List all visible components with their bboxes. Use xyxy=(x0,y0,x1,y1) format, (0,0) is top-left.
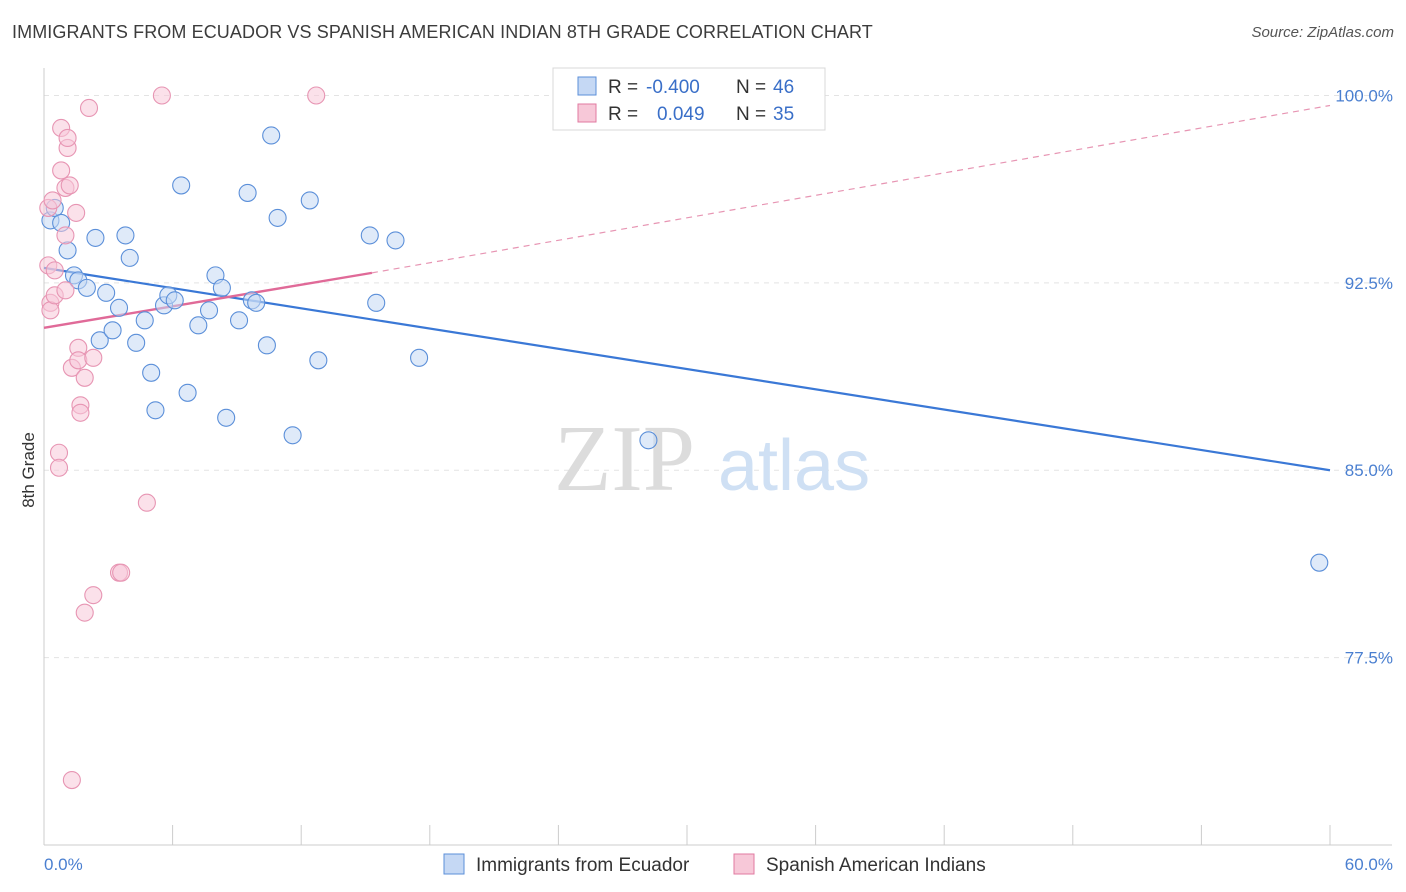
legend-n-value-1: 46 xyxy=(773,77,794,98)
y-tick-labels: 77.5% 85.0% 92.5% 100.0% xyxy=(1335,86,1393,667)
point-ecuador-15 xyxy=(135,311,154,330)
point-ecuador-12 xyxy=(116,226,135,245)
point-ecuador-17 xyxy=(146,401,165,420)
legend-r-value-2: 0.049 xyxy=(657,104,705,125)
point-spanish-american-indians-30 xyxy=(137,493,156,512)
point-spanish-american-indians-32 xyxy=(307,86,326,105)
point-ecuador-14 xyxy=(127,333,146,352)
point-spanish-american-indians-24 xyxy=(75,603,94,622)
legend-swatch-blue xyxy=(577,76,597,96)
legend-swatch-pink xyxy=(577,103,597,123)
point-ecuador-32 xyxy=(257,336,276,355)
legend-n-value-2: 35 xyxy=(773,104,794,125)
point-ecuador-31 xyxy=(247,293,266,312)
point-spanish-american-indians-8 xyxy=(49,458,69,477)
watermark-zip: ZIP xyxy=(554,407,695,511)
point-ecuador-41 xyxy=(410,348,429,367)
legend-n-label-1: N = xyxy=(736,77,766,98)
point-ecuador-24 xyxy=(199,301,219,320)
point-ecuador-9 xyxy=(97,283,116,302)
point-spanish-american-indians-4 xyxy=(43,191,62,210)
point-spanish-american-indians-22 xyxy=(71,403,90,422)
source-label: Source: ZipAtlas.com xyxy=(1251,24,1394,41)
y-axis-label: 8th Grade xyxy=(19,432,38,508)
grid-lines xyxy=(44,94,1392,659)
point-spanish-american-indians-23 xyxy=(75,368,94,387)
point-spanish-american-indians-27 xyxy=(84,586,103,605)
point-ecuador-33 xyxy=(262,126,281,145)
point-spanish-american-indians-16 xyxy=(60,176,79,195)
point-ecuador-10 xyxy=(103,321,122,340)
series-swatch-ecuador xyxy=(443,853,465,875)
y-tick-label-0: 77.5% xyxy=(1345,649,1393,668)
point-spanish-american-indians-25 xyxy=(79,98,99,118)
point-ecuador-40 xyxy=(386,231,405,250)
point-spanish-american-indians-6 xyxy=(45,261,64,280)
point-ecuador-35 xyxy=(283,426,302,445)
point-ecuador-22 xyxy=(178,383,197,402)
point-spanish-american-indians-26 xyxy=(84,348,103,367)
trend-line-spanish-american-indians xyxy=(43,271,373,330)
point-ecuador-26 xyxy=(212,278,231,297)
point-ecuador-37 xyxy=(309,351,328,370)
point-ecuador-28 xyxy=(229,311,249,330)
point-spanish-american-indians-10 xyxy=(52,161,71,180)
series-label-spanish-american-indians: Spanish American Indians xyxy=(766,855,986,876)
x-tick-label-0: 0.0% xyxy=(44,855,83,874)
series-legend: Immigrants from Ecuador Spanish American… xyxy=(443,853,986,876)
point-ecuador-8 xyxy=(90,331,109,350)
y-tick-label-2: 92.5% xyxy=(1345,274,1393,293)
point-spanish-american-indians-29 xyxy=(112,563,131,582)
point-ecuador-21 xyxy=(172,176,191,195)
point-spanish-american-indians-3 xyxy=(41,301,60,320)
chart-title: IMMIGRANTS FROM ECUADOR VS SPANISH AMERI… xyxy=(12,22,873,42)
point-ecuador-13 xyxy=(120,248,139,267)
x-tick-label-1: 60.0% xyxy=(1345,855,1393,874)
point-ecuador-23 xyxy=(189,316,208,335)
watermark-atlas: atlas xyxy=(718,426,870,506)
point-ecuador-27 xyxy=(217,408,236,427)
legend-r-label-1: R = xyxy=(608,77,638,98)
point-ecuador-7 xyxy=(86,228,105,247)
stats-legend: R = -0.400 N = 46 R = 0.049 N = 35 xyxy=(552,67,826,131)
point-spanish-american-indians-13 xyxy=(56,281,75,300)
point-spanish-american-indians-12 xyxy=(56,226,75,245)
point-ecuador-39 xyxy=(367,293,386,312)
x-tick-labels: 0.0% 60.0% xyxy=(44,855,1393,874)
point-ecuador-42 xyxy=(639,431,658,450)
point-spanish-american-indians-18 xyxy=(67,203,86,222)
y-tick-label-1: 85.0% xyxy=(1345,461,1393,480)
watermark: ZIP atlas xyxy=(554,407,870,511)
legend-r-value-1: -0.400 xyxy=(646,77,700,98)
point-ecuador-11 xyxy=(109,298,129,317)
point-spanish-american-indians-20 xyxy=(69,351,88,370)
legend-n-label-2: N = xyxy=(736,104,766,125)
point-ecuador-6 xyxy=(77,278,96,297)
point-ecuador-36 xyxy=(300,191,319,210)
y-tick-label-3: 100.0% xyxy=(1335,86,1393,105)
point-spanish-american-indians-31 xyxy=(152,86,171,105)
series-label-ecuador: Immigrants from Ecuador xyxy=(476,855,690,876)
legend-r-label-2: R = xyxy=(608,104,638,125)
point-ecuador-20 xyxy=(165,291,184,310)
data-points xyxy=(39,86,1329,790)
point-ecuador-38 xyxy=(360,226,379,245)
point-ecuador-16 xyxy=(142,363,161,382)
trend-line-extension-spanish-american-indians xyxy=(371,104,1331,274)
point-spanish-american-indians-33 xyxy=(62,770,81,790)
point-ecuador-43 xyxy=(1310,553,1329,572)
axes xyxy=(43,68,1392,846)
point-spanish-american-indians-15 xyxy=(58,128,77,148)
point-ecuador-29 xyxy=(238,183,257,202)
series-swatch-spanish-american-indians xyxy=(733,853,755,875)
point-ecuador-34 xyxy=(268,208,287,227)
point-ecuador-3 xyxy=(58,241,77,260)
